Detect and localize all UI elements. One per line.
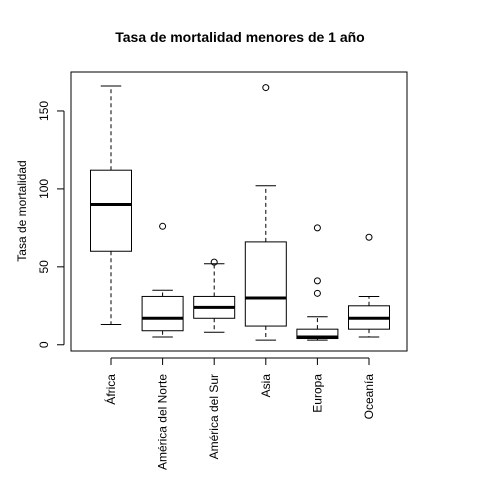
iqr-box [296, 328, 339, 340]
plot-frame [70, 71, 408, 352]
y-tick-label: 50 [37, 260, 51, 274]
box-1 [90, 85, 132, 326]
x-tick-label: Oceanía [362, 374, 376, 420]
chart-title: Tasa de mortalidad menores de 1 año [115, 29, 364, 45]
x-tick-label: Europa [310, 374, 324, 413]
y-tick-label: 100 [37, 179, 51, 199]
iqr-box [90, 169, 132, 252]
box-2 [141, 222, 184, 338]
box-6 [348, 233, 390, 338]
iqr-box [244, 241, 287, 327]
y-tick-label: 0 [37, 341, 51, 348]
iqr-box [141, 295, 184, 332]
y-axis-label: Tasa de mortalidad [15, 160, 29, 261]
box-3 [193, 258, 236, 333]
outlier-point [313, 289, 321, 297]
outlier-point [365, 233, 373, 241]
outlier-point [210, 258, 218, 266]
box-5 [296, 224, 339, 341]
y-tick-label: 150 [37, 101, 51, 121]
outlier-point [262, 84, 270, 92]
x-tick-label: África [103, 374, 118, 405]
boxes-group [90, 84, 390, 341]
x-axis: África América del Norte América del Sur As… [103, 357, 376, 470]
outlier-point [313, 224, 321, 232]
y-axis: 0 50 100 150 [37, 101, 65, 348]
x-tick-label: América del Sur [207, 374, 221, 459]
x-tick-label: Asia [259, 374, 273, 398]
x-tick-label: América del Norte [156, 374, 170, 470]
outlier-point [159, 222, 167, 230]
outlier-point [313, 277, 321, 285]
box-4 [244, 84, 287, 341]
